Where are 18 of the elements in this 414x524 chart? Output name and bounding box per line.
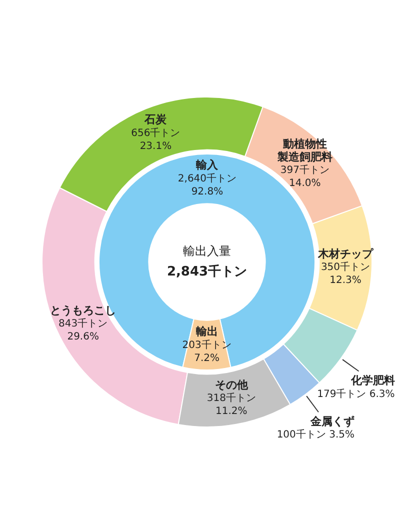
data-label: 318千トン 11.2%: [206, 392, 256, 418]
slice-label: 金属くず: [309, 414, 354, 428]
slice-label: その他: [214, 378, 249, 392]
slice-label: 動植物性製造飼肥料: [276, 137, 332, 164]
slice-label: 輸出: [194, 325, 218, 338]
data-label: 350千トン 12.3%: [320, 261, 370, 286]
slice-label: 輸入: [195, 158, 220, 172]
text: 2,843千トン: [166, 263, 248, 280]
slice-label: 化学肥料: [350, 374, 395, 388]
slice-label: 木材チップ: [316, 247, 374, 260]
text: 輸出入量: [183, 244, 231, 258]
data-label: 179千トン 6.3%: [317, 388, 395, 400]
data-label: 397千トン 14.0%: [280, 164, 330, 189]
slice-label: 石炭: [144, 113, 168, 126]
data-label: 100千トン 3.5%: [276, 428, 354, 441]
data-label: 656千トン 23.1%: [131, 126, 180, 152]
data-label: 2,640千トン 92.8%: [178, 172, 237, 198]
data-label: 843千トン 29.6%: [58, 318, 108, 343]
